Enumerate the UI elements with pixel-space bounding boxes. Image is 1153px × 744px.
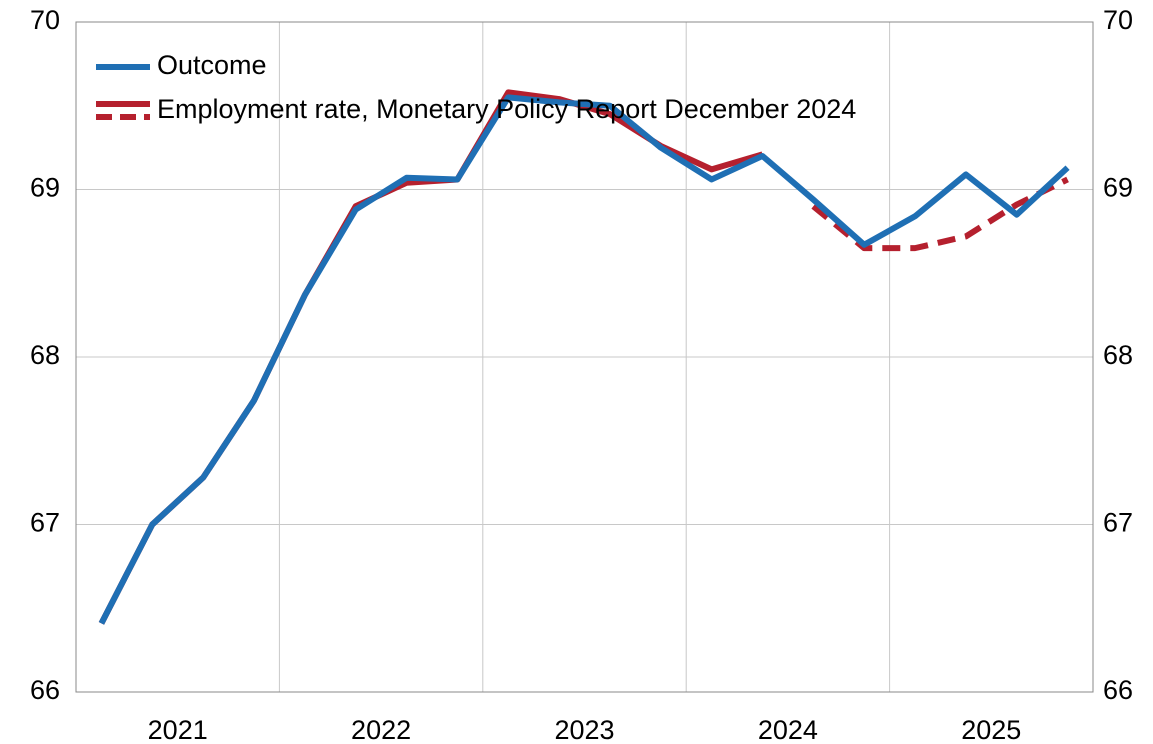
y-tick-label: 66 — [30, 675, 60, 705]
line-forecast-solid — [98, 89, 764, 625]
plot-frame — [75, 21, 1094, 693]
y2-tick-label: 70 — [1103, 5, 1133, 35]
y-tick-label: 67 — [30, 508, 60, 538]
x-tick-label: 2025 — [961, 715, 1021, 744]
y2-tick-label: 66 — [1103, 675, 1133, 705]
line-forecast-dashed — [811, 176, 1069, 252]
y2-tick-label: 68 — [1103, 340, 1133, 370]
y-tick-label: 70 — [30, 5, 60, 35]
x-tick-label: 2022 — [351, 715, 411, 744]
y2-tick-label: 67 — [1103, 508, 1133, 538]
legend-label: Outcome — [157, 50, 267, 80]
legend-label: Employment rate, Monetary Policy Report … — [157, 94, 856, 124]
y-tick-label: 68 — [30, 340, 60, 370]
x-tick-label: 2021 — [148, 715, 208, 744]
y-tick-label: 69 — [30, 173, 60, 203]
y2-tick-label: 69 — [1103, 173, 1133, 203]
x-tick-label: 2023 — [554, 715, 614, 744]
line-outcome — [98, 94, 1070, 625]
x-tick-label: 2024 — [758, 715, 818, 744]
